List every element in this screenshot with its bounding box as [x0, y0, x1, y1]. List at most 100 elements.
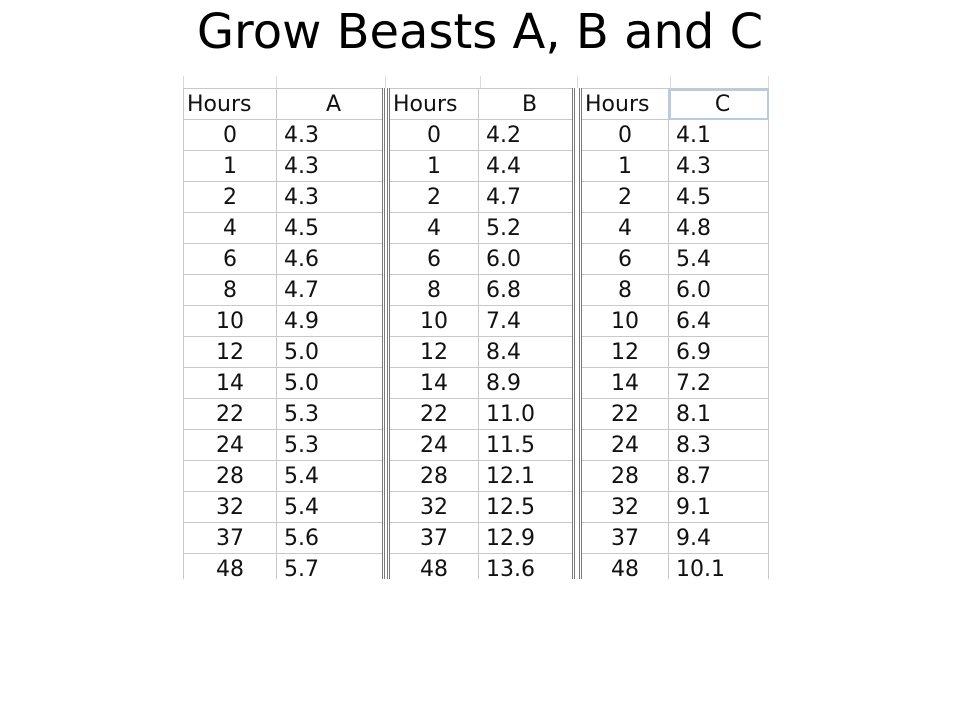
- hours-header-cell[interactable]: Hours: [183, 88, 277, 120]
- table-beast-b: Hours B 0 4.2 1 4.4 2 4.7 4 5.2 6 6.0 8 6.8 10 7.4 12 8…: [387, 88, 575, 579]
- value-header-cell[interactable]: B: [478, 88, 574, 120]
- hours-cell[interactable]: 4: [580, 212, 669, 244]
- hours-cell[interactable]: 37: [183, 522, 277, 554]
- hours-cell[interactable]: 0: [388, 119, 479, 151]
- top-gridline: [670, 76, 671, 88]
- value-cell[interactable]: 11.5: [478, 429, 574, 461]
- hours-cell[interactable]: 8: [183, 274, 277, 306]
- value-cell[interactable]: 4.6: [276, 243, 384, 275]
- hours-cell[interactable]: 28: [388, 460, 479, 492]
- value-cell[interactable]: 4.3: [668, 150, 769, 182]
- value-cell[interactable]: 5.6: [276, 522, 384, 554]
- hours-cell[interactable]: 10: [580, 305, 669, 337]
- value-cell[interactable]: 4.3: [276, 181, 384, 213]
- hours-cell[interactable]: 0: [580, 119, 669, 151]
- value-cell[interactable]: 5.2: [478, 212, 574, 244]
- value-cell[interactable]: 5.3: [276, 429, 384, 461]
- hours-cell[interactable]: 1: [580, 150, 669, 182]
- hours-cell[interactable]: 14: [183, 367, 277, 399]
- hours-cell[interactable]: 4: [183, 212, 277, 244]
- hours-cell[interactable]: 12: [580, 336, 669, 368]
- hours-cell[interactable]: 6: [183, 243, 277, 275]
- hours-cell[interactable]: 12: [388, 336, 479, 368]
- value-header-cell-selected[interactable]: C: [668, 88, 769, 120]
- value-cell[interactable]: 4.7: [276, 274, 384, 306]
- value-cell[interactable]: 4.3: [276, 119, 384, 151]
- value-cell[interactable]: 5.7: [276, 553, 384, 579]
- value-cell[interactable]: 13.6: [478, 553, 574, 579]
- value-cell[interactable]: 4.5: [668, 181, 769, 213]
- hours-cell[interactable]: 32: [388, 491, 479, 523]
- value-cell[interactable]: 12.1: [478, 460, 574, 492]
- hours-cell[interactable]: 4: [388, 212, 479, 244]
- hours-cell[interactable]: 14: [388, 367, 479, 399]
- value-cell[interactable]: 12.5: [478, 491, 574, 523]
- hours-cell[interactable]: 24: [183, 429, 277, 461]
- value-cell[interactable]: 5.4: [276, 460, 384, 492]
- value-cell[interactable]: 7.2: [668, 367, 769, 399]
- hours-cell[interactable]: 8: [580, 274, 669, 306]
- value-cell[interactable]: 12.9: [478, 522, 574, 554]
- value-cell[interactable]: 10.1: [668, 553, 769, 579]
- value-cell[interactable]: 6.0: [668, 274, 769, 306]
- hours-cell[interactable]: 14: [580, 367, 669, 399]
- value-cell[interactable]: 4.1: [668, 119, 769, 151]
- value-header-cell[interactable]: A: [276, 88, 384, 120]
- value-cell[interactable]: 6.4: [668, 305, 769, 337]
- value-cell[interactable]: 8.9: [478, 367, 574, 399]
- hours-header-cell[interactable]: Hours: [580, 88, 669, 120]
- hours-cell[interactable]: 22: [183, 398, 277, 430]
- value-cell[interactable]: 8.7: [668, 460, 769, 492]
- hours-cell[interactable]: 10: [388, 305, 479, 337]
- hours-cell[interactable]: 22: [580, 398, 669, 430]
- hours-cell[interactable]: 2: [183, 181, 277, 213]
- hours-cell[interactable]: 12: [183, 336, 277, 368]
- table-row: 24 5.3: [183, 429, 384, 461]
- hours-cell[interactable]: 48: [580, 553, 669, 579]
- value-cell[interactable]: 9.4: [668, 522, 769, 554]
- value-cell[interactable]: 6.8: [478, 274, 574, 306]
- hours-cell[interactable]: 37: [580, 522, 669, 554]
- value-cell[interactable]: 8.1: [668, 398, 769, 430]
- hours-cell[interactable]: 6: [580, 243, 669, 275]
- value-cell[interactable]: 5.4: [276, 491, 384, 523]
- value-cell[interactable]: 4.9: [276, 305, 384, 337]
- hours-cell[interactable]: 28: [183, 460, 277, 492]
- value-cell[interactable]: 5.0: [276, 367, 384, 399]
- hours-cell[interactable]: 48: [388, 553, 479, 579]
- hours-cell[interactable]: 2: [388, 181, 479, 213]
- hours-cell[interactable]: 32: [183, 491, 277, 523]
- value-cell[interactable]: 8.3: [668, 429, 769, 461]
- hours-cell[interactable]: 0: [183, 119, 277, 151]
- value-cell[interactable]: 5.4: [668, 243, 769, 275]
- hours-cell[interactable]: 48: [183, 553, 277, 579]
- hours-cell[interactable]: 28: [580, 460, 669, 492]
- hours-cell[interactable]: 22: [388, 398, 479, 430]
- value-cell[interactable]: 4.8: [668, 212, 769, 244]
- value-cell[interactable]: 6.0: [478, 243, 574, 275]
- value-cell[interactable]: 9.1: [668, 491, 769, 523]
- hours-cell[interactable]: 2: [580, 181, 669, 213]
- value-cell[interactable]: 4.7: [478, 181, 574, 213]
- value-cell[interactable]: 6.9: [668, 336, 769, 368]
- hours-cell[interactable]: 24: [580, 429, 669, 461]
- hours-cell[interactable]: 8: [388, 274, 479, 306]
- value-cell[interactable]: 4.4: [478, 150, 574, 182]
- hours-cell[interactable]: 32: [580, 491, 669, 523]
- hours-cell[interactable]: 10: [183, 305, 277, 337]
- value-cell[interactable]: 4.5: [276, 212, 384, 244]
- hours-cell[interactable]: 1: [388, 150, 479, 182]
- value-cell[interactable]: 5.0: [276, 336, 384, 368]
- value-cell[interactable]: 5.3: [276, 398, 384, 430]
- hours-header-cell[interactable]: Hours: [388, 88, 479, 120]
- hours-cell[interactable]: 1: [183, 150, 277, 182]
- value-cell[interactable]: 8.4: [478, 336, 574, 368]
- table-row: 4 4.8: [580, 212, 769, 244]
- value-cell[interactable]: 7.4: [478, 305, 574, 337]
- hours-cell[interactable]: 37: [388, 522, 479, 554]
- hours-cell[interactable]: 24: [388, 429, 479, 461]
- hours-cell[interactable]: 6: [388, 243, 479, 275]
- value-cell[interactable]: 4.3: [276, 150, 384, 182]
- value-cell[interactable]: 11.0: [478, 398, 574, 430]
- value-cell[interactable]: 4.2: [478, 119, 574, 151]
